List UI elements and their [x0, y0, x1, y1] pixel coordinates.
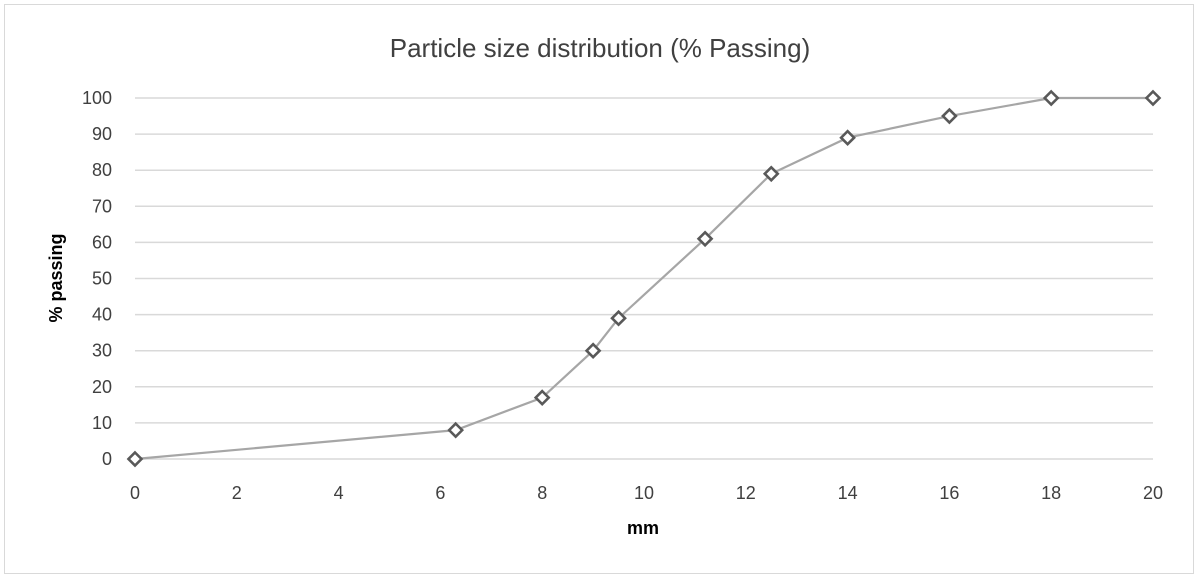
y-tick-label: 60 [92, 232, 112, 252]
x-axis-label: mm [627, 518, 659, 538]
series [126, 89, 1162, 468]
y-tick-label: 40 [92, 305, 112, 325]
x-tick-label: 6 [435, 483, 445, 503]
x-tick-label: 16 [939, 483, 959, 503]
y-tick-label: 70 [92, 196, 112, 216]
data-point-marker [447, 421, 465, 439]
data-point-marker [126, 450, 144, 468]
x-tick-label: 20 [1143, 483, 1163, 503]
data-point-marker [1042, 89, 1060, 107]
data-point-marker [762, 165, 780, 183]
y-axis-label: % passing [46, 233, 66, 322]
x-tick-label: 2 [232, 483, 242, 503]
x-tick-label: 14 [838, 483, 858, 503]
x-tick-label: 4 [334, 483, 344, 503]
gridlines [135, 97, 1153, 460]
data-point-marker [1144, 89, 1162, 107]
data-point-marker [839, 129, 856, 147]
data-point-marker [610, 309, 627, 327]
y-tick-label: 50 [92, 269, 112, 289]
x-tick-label: 18 [1041, 483, 1061, 503]
y-tick-label: 20 [92, 377, 112, 397]
data-point-marker [533, 389, 551, 406]
y-tick-label: 80 [92, 160, 112, 180]
chart-frame [4, 4, 1194, 574]
y-tick-label: 90 [92, 124, 112, 144]
x-tick-labels: 0 2 4 6 8 10 12 14 16 18 20 [130, 483, 1163, 503]
data-point-marker [584, 342, 602, 360]
y-tick-label: 0 [102, 449, 112, 469]
y-tick-label: 10 [92, 413, 112, 433]
data-point-marker [696, 230, 714, 248]
y-tick-label: 100 [82, 88, 112, 108]
y-tick-label: 30 [92, 341, 112, 361]
x-tick-label: 0 [130, 483, 140, 503]
y-tick-labels: 0 10 20 30 40 50 60 70 80 90 100 [82, 88, 112, 469]
chart-title: Particle size distribution (% Passing) [390, 33, 811, 63]
data-point-marker [941, 107, 958, 125]
x-tick-label: 10 [634, 483, 654, 503]
x-tick-label: 8 [537, 483, 547, 503]
x-tick-label: 12 [736, 483, 756, 503]
